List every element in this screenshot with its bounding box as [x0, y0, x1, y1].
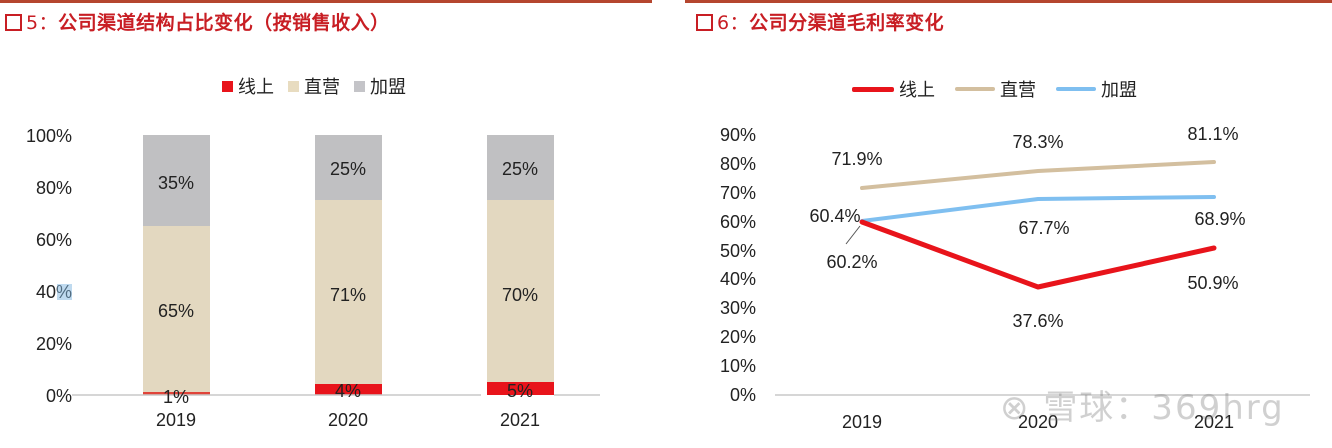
label-online-2019: 1%: [163, 387, 189, 407]
x-tick: 2019: [156, 410, 196, 430]
right-top-rule: [685, 0, 1332, 3]
label-direct-2020: 71%: [330, 285, 366, 305]
label-franchise-2020: 25%: [330, 159, 366, 179]
x-tick: 2020: [328, 410, 368, 430]
label-direct-2020: 78.3%: [1012, 132, 1063, 152]
label-franchise-2019: 60.4%: [809, 206, 860, 226]
label-direct-2019: 65%: [158, 301, 194, 321]
series-direct-line: [860, 160, 1216, 190]
label-direct-2021: 81.1%: [1187, 124, 1238, 144]
y-tick: 80%: [720, 154, 756, 174]
label-online-2020: 4%: [335, 381, 361, 401]
y-tick: 10%: [720, 356, 756, 376]
legend-line-franchise: [1056, 87, 1096, 91]
legend-swatch-direct: [288, 80, 299, 92]
x-tick: 2021: [1194, 412, 1234, 432]
y-tick: 60%: [36, 230, 72, 250]
legend-item-online: 线上: [222, 73, 274, 99]
y-tick: 80%: [36, 178, 72, 198]
label-direct-2021: 70%: [502, 285, 538, 305]
y-tick: 50%: [720, 241, 756, 261]
legend-swatch-franchise: [354, 80, 365, 92]
label-leader-line: [845, 225, 861, 245]
left-chart-title: 5：公司渠道结构占比变化（按销售收入）: [5, 8, 390, 35]
series-online-line: [859, 219, 1217, 290]
y-tick: 0%: [730, 385, 756, 405]
label-direct-2019: 71.9%: [831, 149, 882, 169]
label-online-2021: 5%: [507, 381, 533, 401]
y-tick: 70%: [720, 183, 756, 203]
series-franchise-line: [860, 195, 1216, 223]
bar-2020: [315, 135, 382, 395]
right-line-chart: 0% 10% 20% 30% 40% 50% 60% 70% 80% 90% 7…: [720, 124, 1310, 432]
left-top-rule: [0, 0, 652, 3]
y-tick: 100%: [26, 126, 72, 146]
legend-swatch-online: [222, 80, 233, 92]
left-legend: 线上 直营 加盟: [222, 73, 420, 99]
label-franchise-2019: 35%: [158, 173, 194, 193]
figure-icon: [696, 14, 713, 31]
left-chart-panel: 5：公司渠道结构占比变化（按销售收入） 线上 直营 加盟 0% 20% 40% …: [0, 0, 660, 448]
y-tick: 40%: [720, 269, 756, 289]
legend-line-online: [852, 86, 894, 92]
y-tick: 30%: [720, 298, 756, 318]
legend-item-franchise: 加盟: [1056, 76, 1137, 102]
y-tick: 60%: [720, 212, 756, 232]
label-franchise-2020: 67.7%: [1018, 218, 1069, 238]
y-tick: 90%: [720, 125, 756, 145]
label-online-2021: 50.9%: [1187, 273, 1238, 293]
label-online-2019: 60.2%: [826, 252, 877, 272]
label-franchise-2021: 25%: [502, 159, 538, 179]
y-tick: 20%: [720, 327, 756, 347]
watermark-logo-icon: ⊗: [1000, 388, 1031, 428]
legend-item-franchise: 加盟: [354, 73, 406, 99]
right-chart-panel: 6：公司分渠道毛利率变化 线上 直营 加盟 0% 10% 20% 30% 40%…: [670, 0, 1332, 448]
bar-2019: [143, 135, 210, 395]
legend-item-online: 线上: [852, 76, 935, 102]
label-franchise-2021: 68.9%: [1194, 209, 1245, 229]
x-tick: 2019: [842, 412, 882, 432]
watermark: ⊗ 雪球：369hrg: [1000, 388, 1285, 428]
figure-icon: [5, 14, 22, 31]
right-chart-title: 6：公司分渠道毛利率变化: [696, 8, 944, 35]
y-tick: 20%: [36, 334, 72, 354]
selection-highlight: [57, 284, 72, 300]
label-online-2020: 37.6%: [1012, 311, 1063, 331]
legend-item-direct: 直营: [955, 76, 1036, 102]
bar-2021: [487, 135, 554, 395]
left-bar-chart: 0% 20% 40% 60% 80% 100% 35% 25% 25%: [26, 126, 600, 430]
right-legend: 线上 直营 加盟: [852, 76, 1151, 102]
legend-line-direct: [955, 87, 995, 91]
legend-item-direct: 直营: [288, 73, 340, 99]
x-tick: 2021: [500, 410, 540, 430]
x-tick: 2020: [1018, 412, 1058, 432]
y-tick: 0%: [46, 386, 72, 406]
